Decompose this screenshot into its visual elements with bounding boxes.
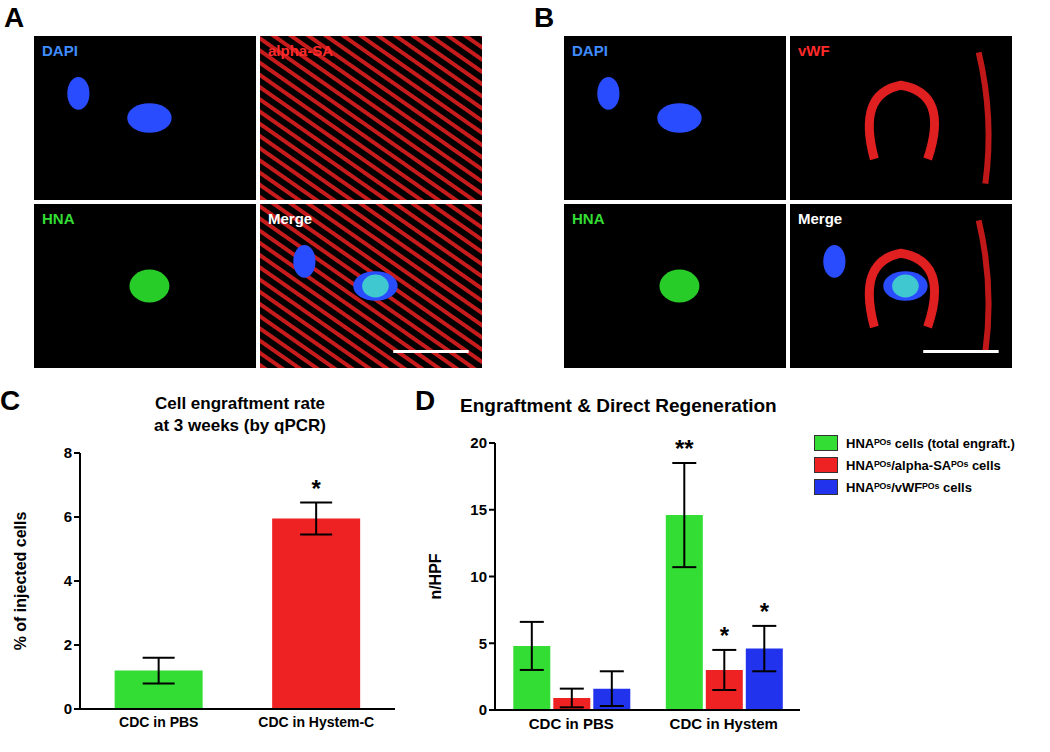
html-text:A: A bbox=[4, 2, 25, 33]
svg-text:4: 4 bbox=[64, 572, 73, 589]
html-text:DAPI: DAPI bbox=[42, 42, 78, 59]
svg-text:**: ** bbox=[675, 435, 694, 462]
svg-text:*: * bbox=[760, 598, 770, 625]
svg-text:CDC in PBS: CDC in PBS bbox=[119, 714, 198, 730]
svg-text:*: * bbox=[311, 475, 321, 502]
html-text:Engraftment & Direct Regenerat: Engraftment & Direct Regeneration bbox=[460, 395, 777, 416]
svg-text:CDC in PBS: CDC in PBS bbox=[529, 715, 614, 732]
html-text:HNAᴾᴼˢ/vWFᴾᴼˢ cells: HNAᴾᴼˢ/vWFᴾᴼˢ cells bbox=[846, 479, 972, 495]
html-text:vWF: vWF bbox=[798, 42, 830, 59]
html-text:C: C bbox=[0, 385, 21, 416]
svg-text:6: 6 bbox=[64, 508, 72, 525]
svg-text:10: 10 bbox=[470, 568, 487, 585]
svg-text:5: 5 bbox=[479, 635, 487, 652]
html-text:B: B bbox=[534, 2, 555, 33]
svg-text:2: 2 bbox=[64, 636, 72, 653]
html-text:Merge: Merge bbox=[798, 210, 843, 227]
svg-text:*: * bbox=[720, 622, 730, 649]
svg-text:n/HPF: n/HPF bbox=[427, 553, 444, 599]
svg-text:CDC in Hystem: CDC in Hystem bbox=[670, 715, 778, 732]
svg-text:% of injected cells: % of injected cells bbox=[12, 512, 29, 651]
html-text:alpha-SA: alpha-SA bbox=[268, 42, 333, 59]
html-text:DAPI: DAPI bbox=[572, 42, 608, 59]
html-text:HNA: HNA bbox=[572, 210, 605, 227]
svg-text:15: 15 bbox=[470, 501, 487, 518]
html-text:Merge: Merge bbox=[268, 210, 313, 227]
html-text:Cell engraftment rate at 3 wee: Cell engraftment rate at 3 weeks (by qPC… bbox=[154, 394, 326, 435]
html-text:D: D bbox=[415, 385, 436, 416]
svg-text:20: 20 bbox=[470, 434, 487, 451]
svg-text:8: 8 bbox=[64, 444, 72, 461]
html-text:HNA: HNA bbox=[42, 210, 75, 227]
html-text:HNAᴾᴼˢ cells (total engraft.): HNAᴾᴼˢ cells (total engraft.) bbox=[846, 435, 1015, 451]
html-text:HNAᴾᴼˢ/alpha-SAᴾᴼˢ cells: HNAᴾᴼˢ/alpha-SAᴾᴼˢ cells bbox=[846, 457, 1001, 473]
svg-text:0: 0 bbox=[479, 701, 487, 718]
svg-text:0: 0 bbox=[64, 700, 72, 717]
svg-text:CDC in Hystem-C: CDC in Hystem-C bbox=[258, 714, 374, 730]
